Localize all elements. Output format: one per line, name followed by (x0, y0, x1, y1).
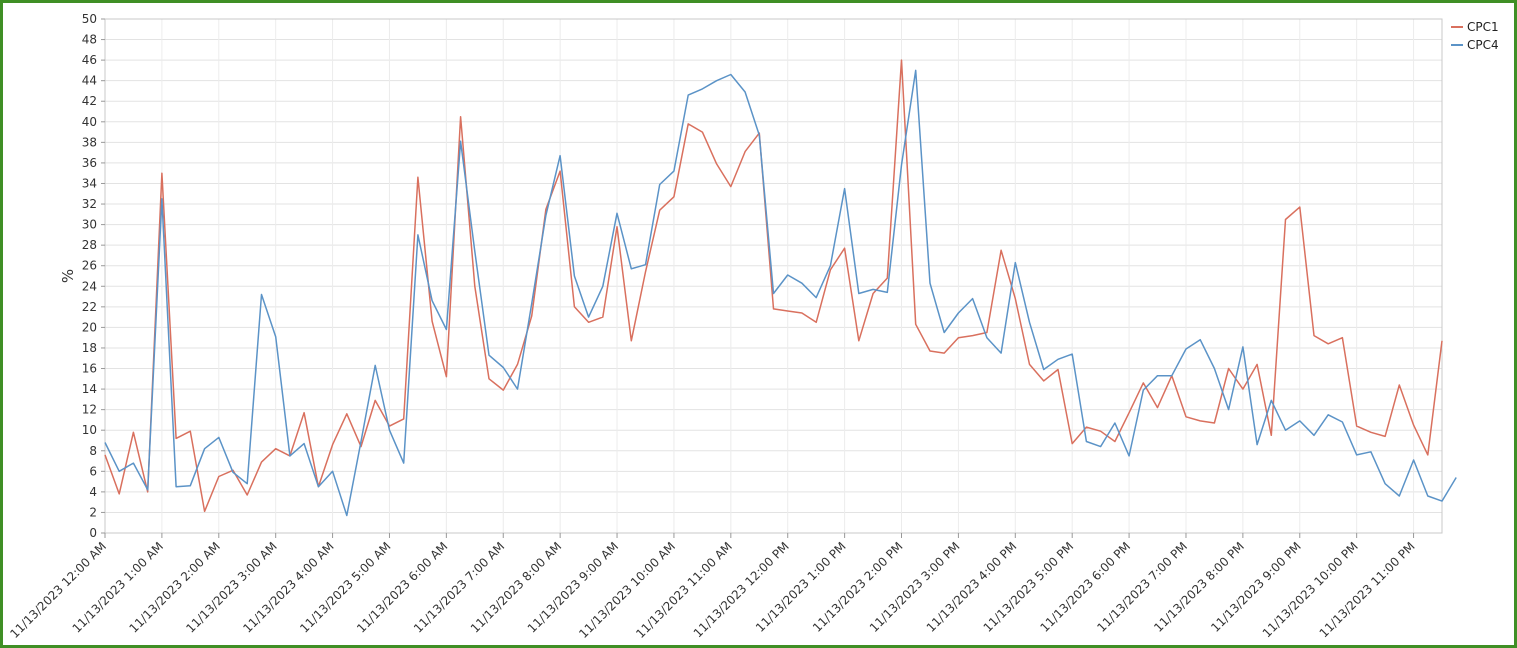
x-tick-label: 11/13/2023 11:00 AM (633, 539, 735, 641)
y-tick-label: 0 (89, 526, 97, 540)
y-tick-label: 44 (82, 74, 97, 88)
y-tick-label: 36 (82, 156, 97, 170)
y-tick-label: 32 (82, 197, 97, 211)
y-axis-label: % (59, 269, 77, 283)
y-tick-label: 8 (89, 444, 97, 458)
y-tick-label: 10 (82, 423, 97, 437)
y-axis: 0246810121416182022242628303234363840424… (82, 12, 105, 540)
legend: CPC1 CPC4 (1451, 20, 1499, 52)
y-tick-label: 22 (82, 300, 97, 314)
plot-area (104, 18, 1443, 534)
y-tick-label: 28 (82, 238, 97, 252)
y-tick-label: 30 (82, 218, 97, 232)
y-tick-label: 48 (82, 33, 97, 47)
y-tick-label: 50 (82, 12, 97, 26)
legend-label-cpc1: CPC1 (1467, 20, 1499, 34)
y-tick-label: 12 (82, 403, 97, 417)
y-tick-label: 20 (82, 320, 97, 334)
x-tick-label: 11/13/2023 10:00 AM (576, 539, 678, 641)
y-tick-label: 24 (82, 279, 97, 293)
y-tick-label: 4 (89, 485, 97, 499)
x-tick-label: 11/13/2023 10:00 PM (1260, 539, 1361, 640)
y-tick-label: 38 (82, 135, 97, 149)
y-tick-label: 34 (82, 176, 97, 190)
series-line-cpc1 (104, 59, 1443, 513)
x-tick-label: 11/13/2023 11:00 PM (1317, 539, 1418, 640)
y-tick-label: 18 (82, 341, 97, 355)
y-tick-label: 16 (82, 362, 97, 376)
y-tick-label: 14 (82, 382, 97, 396)
gridlines (104, 18, 1442, 534)
x-tick-label: 11/13/2023 12:00 PM (691, 539, 792, 640)
x-tick-label: 11/13/2023 12:00 AM (7, 539, 109, 641)
y-tick-label: 2 (89, 505, 97, 519)
y-tick-label: 6 (89, 464, 97, 478)
y-tick-label: 42 (82, 94, 97, 108)
series-lines (104, 59, 1457, 517)
y-tick-label: 26 (82, 259, 97, 273)
y-tick-label: 46 (82, 53, 97, 67)
legend-label-cpc4: CPC4 (1467, 38, 1499, 52)
series-line-cpc4 (104, 69, 1457, 517)
y-tick-label: 40 (82, 115, 97, 129)
